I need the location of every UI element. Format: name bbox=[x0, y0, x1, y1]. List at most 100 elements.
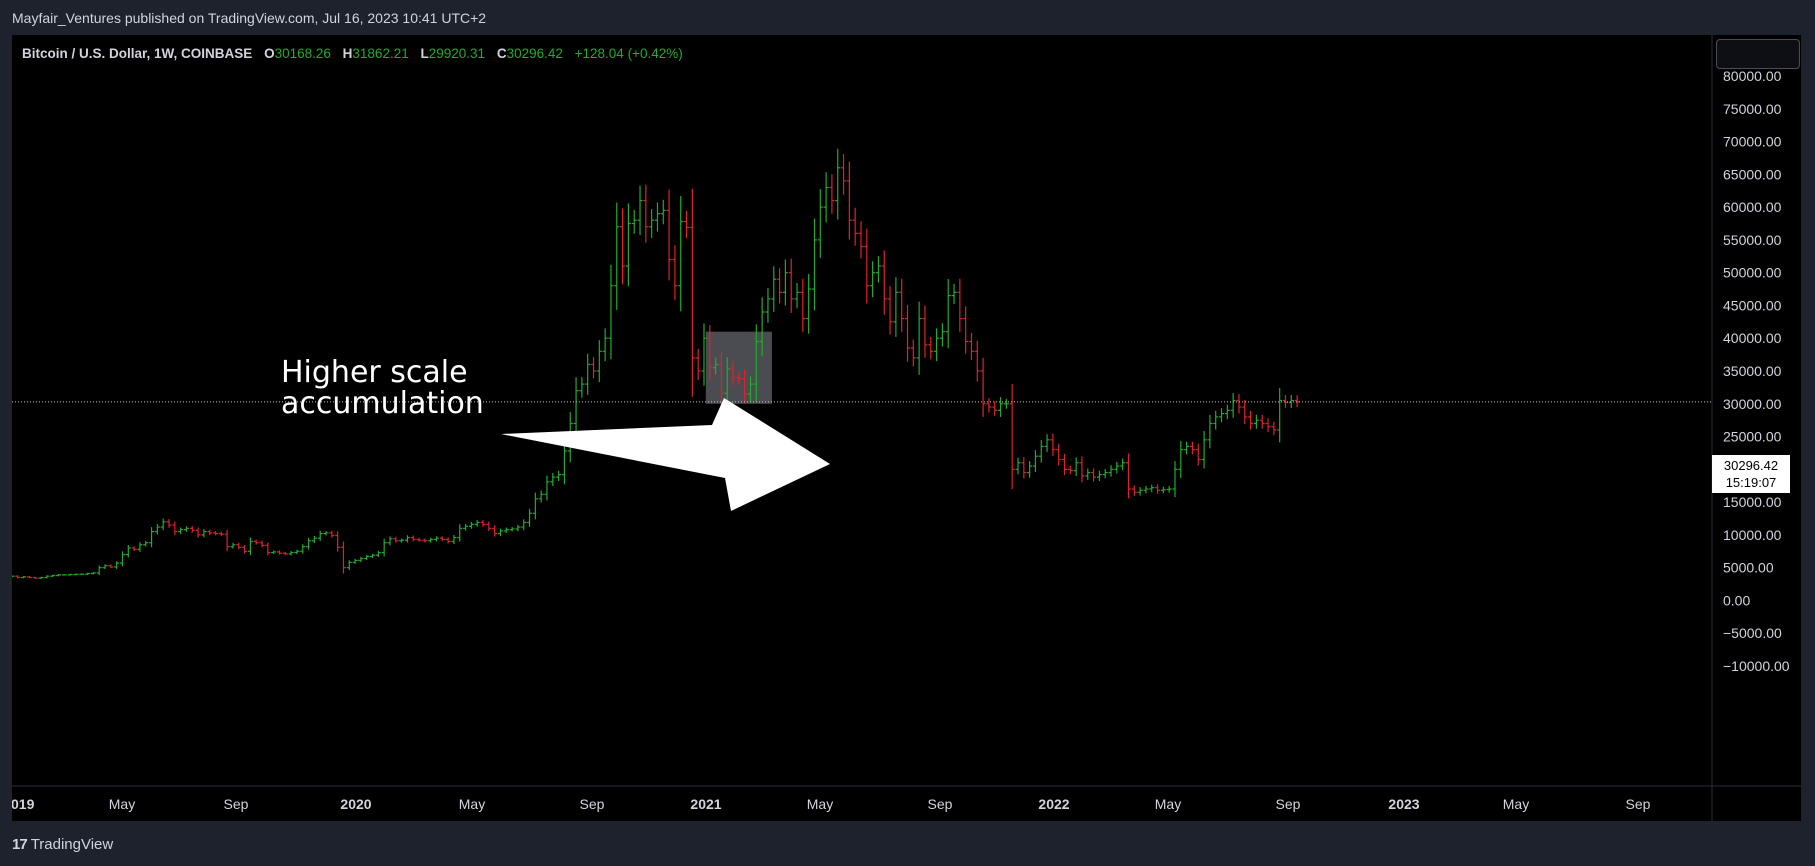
ohlc-bar bbox=[1248, 410, 1254, 430]
x-tick-label: Sep bbox=[1626, 796, 1651, 812]
low-label: L bbox=[420, 46, 429, 61]
ohlc-bar bbox=[701, 323, 707, 386]
ohlc-bar bbox=[1143, 485, 1149, 494]
ohlc-bar bbox=[858, 221, 864, 259]
ohlc-bar bbox=[1079, 456, 1085, 483]
chart-toolbar-box[interactable] bbox=[1716, 39, 1800, 69]
x-tick-label: Sep bbox=[1276, 796, 1301, 812]
ohlc-bar bbox=[364, 554, 370, 561]
ohlc-bar bbox=[96, 565, 102, 576]
ohlc-bar bbox=[445, 537, 451, 544]
ohlc-bar bbox=[1102, 468, 1108, 479]
annotation-text: Higher scale accumulation bbox=[281, 357, 484, 419]
ohlc-bar bbox=[12, 575, 15, 578]
ohlc-bar bbox=[771, 266, 777, 312]
last-price-label: 30296.42 15:19:07 bbox=[1712, 455, 1790, 493]
ohlc-bar bbox=[375, 550, 381, 558]
ohlc-bar bbox=[207, 529, 213, 535]
x-tick-label: May bbox=[109, 796, 135, 812]
ohlc-bar bbox=[259, 540, 265, 548]
ohlc-bar bbox=[1155, 484, 1161, 494]
high-label: H bbox=[342, 46, 353, 61]
ohlc-bar bbox=[1236, 394, 1242, 414]
ohlc-bar bbox=[1277, 388, 1283, 443]
ohlc-bar bbox=[1195, 443, 1201, 466]
tradingview-logo-icon: 17 bbox=[12, 836, 28, 853]
ohlc-bar bbox=[282, 551, 288, 556]
ohlc-bar bbox=[817, 189, 823, 258]
ohlc-bar bbox=[672, 245, 678, 301]
ohlc-bar bbox=[230, 542, 236, 549]
ohlc-bar bbox=[1027, 461, 1033, 478]
ohlc-bar bbox=[358, 556, 364, 562]
ohlc-bar bbox=[1137, 487, 1143, 496]
ohlc-bar bbox=[864, 228, 870, 304]
ohlc-bar bbox=[311, 535, 317, 544]
x-tick-label: May bbox=[807, 796, 833, 812]
y-tick-label: 80000.00 bbox=[1723, 68, 1782, 84]
ohlc-bar bbox=[841, 154, 847, 195]
ohlc-bar bbox=[1224, 404, 1230, 420]
ohlc-bar bbox=[1131, 485, 1137, 496]
ohlc-bar bbox=[765, 288, 771, 323]
ohlc-bar bbox=[928, 336, 934, 360]
ohlc-bar bbox=[480, 520, 486, 527]
ohlc-bar bbox=[1050, 433, 1056, 456]
ohlc-bar bbox=[1085, 468, 1091, 480]
ohlc-bar bbox=[544, 475, 550, 501]
ohlc-bar bbox=[532, 492, 538, 520]
ohlc-bar bbox=[317, 530, 323, 541]
ohlc-bar bbox=[178, 527, 184, 534]
low-value: 29920.31 bbox=[428, 46, 486, 61]
ohlc-bar bbox=[724, 357, 730, 406]
y-tick-label: 15000.00 bbox=[1723, 494, 1782, 510]
ohlc-bar bbox=[713, 357, 719, 375]
ohlc-bar bbox=[934, 328, 940, 362]
close-value: 30296.42 bbox=[506, 46, 563, 61]
annotation-line-2: accumulation bbox=[281, 386, 484, 421]
ohlc-bar bbox=[823, 172, 829, 223]
ohlc-bar bbox=[497, 528, 503, 536]
ohlc-bar bbox=[393, 536, 399, 543]
x-tick-label: Sep bbox=[580, 796, 605, 812]
ohlc-bar bbox=[887, 286, 893, 335]
footer-brand[interactable]: 17 TradingView bbox=[12, 836, 113, 853]
ohlc-bar bbox=[707, 325, 713, 381]
ohlc-bar bbox=[224, 529, 230, 552]
ohlc-bar bbox=[428, 537, 434, 543]
ohlc-bar bbox=[306, 537, 312, 550]
ohlc-bar bbox=[90, 572, 96, 575]
ohlc-bar bbox=[620, 208, 626, 285]
ohlc-bar bbox=[521, 519, 527, 531]
ohlc-bar bbox=[32, 576, 38, 579]
ohlc-bar bbox=[154, 524, 160, 535]
ohlc-bar bbox=[404, 535, 410, 543]
annotation-arrow bbox=[501, 398, 830, 511]
ohlc-bar bbox=[271, 550, 277, 554]
y-tick-label: −5000.00 bbox=[1723, 625, 1782, 641]
ohlc-bar bbox=[527, 508, 533, 527]
x-tick-label: 2023 bbox=[1388, 796, 1419, 812]
x-tick-label: Sep bbox=[928, 796, 953, 812]
ohlc-bar bbox=[1015, 457, 1021, 475]
ohlc-bar bbox=[61, 574, 67, 576]
ohlc-bar bbox=[893, 277, 899, 337]
ohlc-bar bbox=[916, 301, 922, 375]
ohlc-bar bbox=[509, 527, 515, 532]
ohlc-bar bbox=[631, 209, 637, 234]
ohlc-bar bbox=[387, 536, 393, 546]
ohlc-bar bbox=[143, 540, 149, 547]
y-tick-label: 65000.00 bbox=[1723, 166, 1782, 182]
open-value: 30168.26 bbox=[274, 46, 331, 61]
ohlc-bar bbox=[1178, 440, 1184, 479]
symbol-legend: Bitcoin / U.S. Dollar, 1W, COINBASE O301… bbox=[22, 46, 683, 61]
ohlc-bar bbox=[1021, 457, 1027, 479]
ohlc-bar bbox=[73, 573, 79, 576]
x-tick-label: 2021 bbox=[690, 796, 721, 812]
ohlc-bar bbox=[1062, 453, 1068, 476]
ohlc-bar bbox=[1009, 384, 1015, 489]
ohlc-bar bbox=[300, 544, 306, 554]
ohlc-bar bbox=[602, 328, 608, 362]
ohlc-chart[interactable]: 80000.00 75000.00 70000.00 65000.00 60000.00… bbox=[12, 35, 1801, 821]
chart-area[interactable]: 80000.00 75000.00 70000.00 65000.00 60000.00… bbox=[12, 35, 1801, 821]
